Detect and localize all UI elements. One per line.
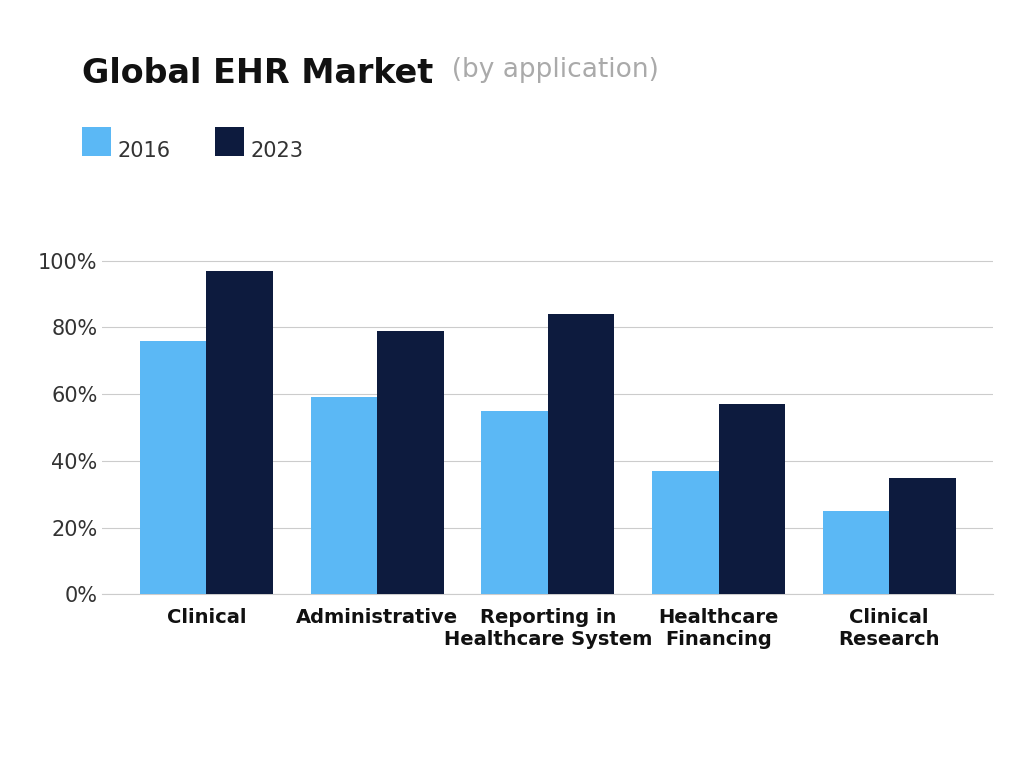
Bar — [377, 331, 443, 594]
Text: 2016: 2016 — [118, 141, 171, 161]
Bar — [652, 471, 719, 594]
Text: Global EHR Market: Global EHR Market — [82, 57, 433, 90]
Bar — [889, 478, 955, 594]
Bar — [207, 271, 273, 594]
Bar — [481, 411, 548, 594]
Bar — [140, 341, 207, 594]
Text: 2023: 2023 — [251, 141, 304, 161]
Bar — [310, 398, 377, 594]
Bar — [548, 314, 614, 594]
Bar — [822, 511, 889, 594]
Text: (by application): (by application) — [435, 57, 659, 83]
Bar — [719, 404, 785, 594]
